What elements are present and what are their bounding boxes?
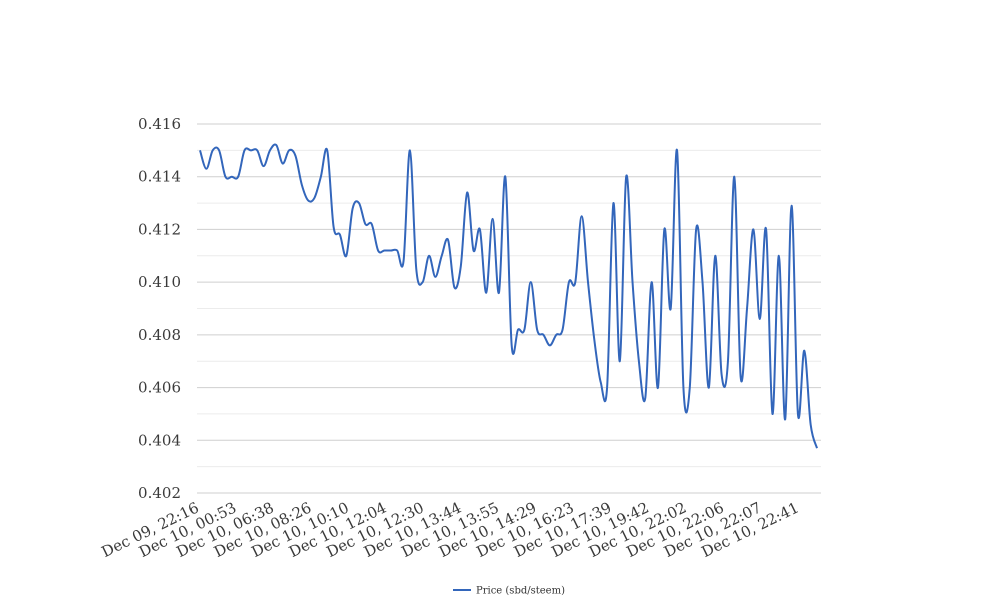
y-tick-label: 0.416 bbox=[138, 115, 181, 133]
series-line bbox=[199, 143, 818, 449]
y-tick-label: 0.406 bbox=[138, 379, 181, 397]
legend-label: Price (sbd/steem) bbox=[476, 586, 565, 597]
y-tick-label: 0.410 bbox=[138, 273, 181, 291]
y-tick-label: 0.402 bbox=[138, 484, 181, 502]
y-tick-label: 0.408 bbox=[138, 326, 181, 344]
series-lines bbox=[199, 143, 818, 449]
gridlines bbox=[197, 123, 821, 494]
legend: Price (sbd/steem) bbox=[453, 586, 565, 597]
y-tick-label: 0.404 bbox=[138, 431, 181, 449]
y-tick-label: 0.414 bbox=[138, 168, 181, 186]
y-axis-tick-labels: 0.402 0.404 0.406 0.408 0.410 0.412 0.414 0.416 bbox=[138, 115, 181, 502]
y-tick-label: 0.412 bbox=[138, 220, 181, 238]
